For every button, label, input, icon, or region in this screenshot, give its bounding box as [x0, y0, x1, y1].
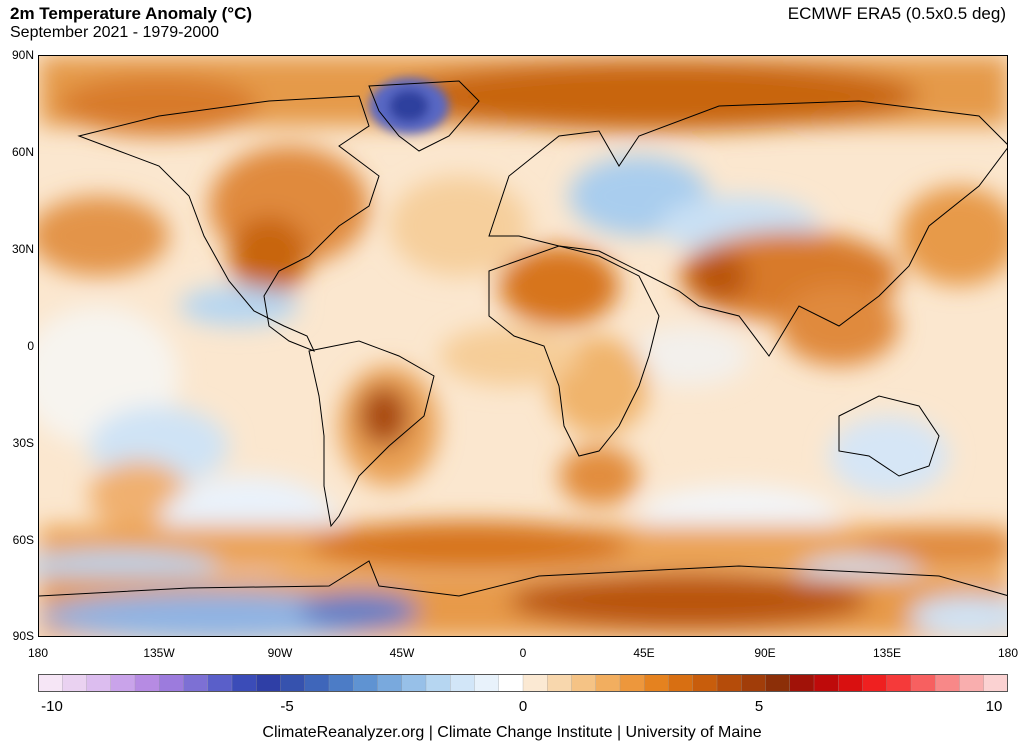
map-subtitle: September 2021 - 1979-2000 — [10, 24, 220, 41]
footer-credits: ClimateReanalyzer.org | Climate Change I… — [262, 724, 762, 741]
colorbar-swatch — [716, 674, 742, 692]
lon-label: 135E — [872, 646, 902, 660]
lat-label: 60N — [11, 145, 34, 159]
anomaly-map — [38, 55, 1008, 637]
colorbar-swatch — [789, 674, 815, 692]
colorbar-swatch — [983, 674, 1008, 692]
colorbar-swatch — [910, 674, 936, 692]
colorbar-swatch — [692, 674, 718, 692]
colorbar-swatch — [838, 674, 863, 692]
colorbar-swatch — [62, 674, 87, 692]
colorbar-swatch — [547, 674, 572, 692]
colorbar-swatch — [959, 674, 985, 692]
colorbar-swatch — [401, 674, 427, 692]
lat-label: 30N — [11, 242, 34, 256]
anomaly-map-canvas — [39, 56, 1007, 636]
colorbar-swatch — [256, 674, 281, 692]
colorbar-swatch — [619, 674, 645, 692]
lat-label: 90S — [12, 629, 34, 643]
colorbar-swatch — [377, 674, 403, 692]
lon-label: 180 — [27, 646, 49, 660]
colorbar-swatch — [668, 674, 694, 692]
colorbar-swatch — [134, 674, 160, 692]
colorbar-swatch — [522, 674, 548, 692]
colorbar-tick-label: 10 — [985, 698, 1003, 715]
colorbar-swatch — [765, 674, 791, 692]
colorbar-swatch — [595, 674, 621, 692]
colorbar-swatch — [571, 674, 597, 692]
coastlines — [39, 80, 1007, 597]
colorbar-swatch — [498, 674, 524, 692]
colorbar-swatch — [862, 674, 888, 692]
colorbar-swatch — [86, 674, 112, 692]
lon-label: 45W — [389, 646, 415, 660]
colorbar-swatch — [328, 674, 354, 692]
colorbar-tick-label: -5 — [280, 698, 294, 715]
lon-label: 90W — [267, 646, 293, 660]
colorbar-border — [38, 674, 1008, 692]
colorbar-swatch — [183, 674, 209, 692]
lon-label: 180 — [997, 646, 1019, 660]
colorbar-swatch — [813, 674, 839, 692]
map-title: 2m Temperature Anomaly (°C) — [10, 4, 253, 23]
lat-label: 0 — [27, 339, 34, 353]
lon-label: 0 — [519, 646, 527, 660]
colorbar-tick-label: -10 — [41, 698, 63, 715]
colorbar-swatch — [280, 674, 306, 692]
lon-label: 45E — [633, 646, 655, 660]
colorbar-swatch — [644, 674, 669, 692]
colorbar-swatch — [38, 674, 63, 692]
colorbar-swatch — [741, 674, 766, 692]
greenland-anomaly — [369, 78, 449, 134]
colorbar-swatch — [231, 674, 257, 692]
colorbar-swatch — [474, 674, 500, 692]
data-source-label: ECMWF ERA5 (0.5x0.5 deg) — [787, 4, 1006, 23]
lat-label: 60S — [12, 533, 34, 547]
colorbar-swatch — [207, 674, 233, 692]
colorbar-swatch — [450, 674, 475, 692]
colorbar-tick-label: 5 — [754, 698, 764, 715]
colorbar-swatch — [110, 674, 136, 692]
colorbar-swatch — [935, 674, 960, 692]
lon-label: 90E — [754, 646, 776, 660]
colorbar-swatch — [886, 674, 912, 692]
colorbar-swatch — [353, 674, 378, 692]
colorbar-swatch — [425, 674, 451, 692]
colorbar-swatch — [304, 674, 330, 692]
lat-label: 30S — [12, 436, 34, 450]
colorbar — [38, 674, 1008, 692]
lat-label: 90N — [11, 48, 34, 62]
colorbar-swatch — [159, 674, 184, 692]
colorbar-tick-label: 0 — [518, 698, 528, 715]
lon-label: 135W — [143, 646, 175, 660]
